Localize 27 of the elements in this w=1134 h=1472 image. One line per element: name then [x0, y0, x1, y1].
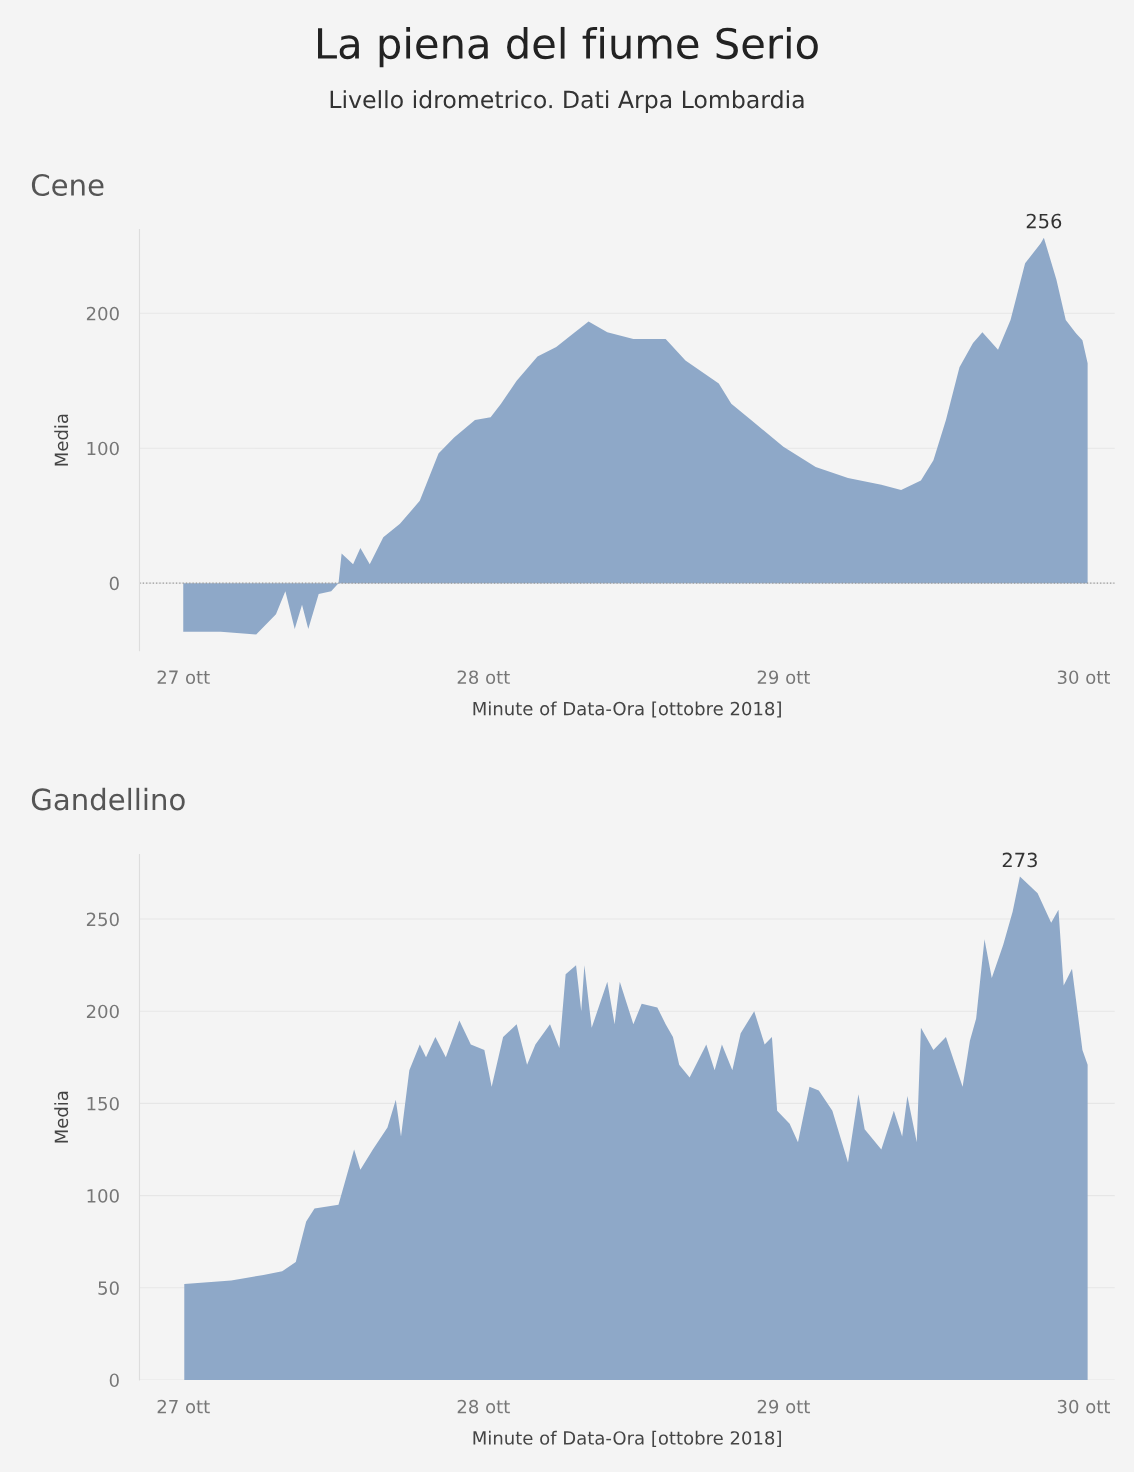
x-tick-label: 29 ott — [757, 1399, 810, 1414]
y-axis-title: Media — [54, 414, 69, 466]
x-tick-label: 30 ott — [1057, 1399, 1110, 1414]
x-tick-label: 30 ott — [1057, 670, 1110, 685]
x-tick-label: 29 ott — [757, 670, 810, 685]
y-tick-label: 150 — [87, 1096, 119, 1111]
text: La piena del fiume Serio — [318, 26, 818, 68]
x-axis-title: Minute of Data-Ora [ottobre 2018] — [473, 701, 781, 718]
x-tick-label: 28 ott — [457, 670, 510, 685]
text: Livello idrometrico. Dati Arpa Lombardia — [330, 90, 804, 113]
y-tick-label: 50 — [98, 1281, 119, 1295]
chart-title: Cene — [31, 173, 104, 196]
y-tick-label: 200 — [86, 1004, 119, 1019]
y-tick-label: 200 — [86, 306, 119, 321]
x-tick-label: 27 ott — [157, 670, 210, 685]
annotation: 273 — [1002, 852, 1037, 868]
y-tick-label: 100 — [87, 441, 119, 456]
annotation: 256 — [1026, 213, 1062, 229]
y-tick-label: 250 — [86, 912, 119, 927]
y-tick-label: 100 — [87, 1189, 119, 1203]
y-tick-label: 0 — [109, 576, 119, 591]
y-tick-label: 0 — [109, 1373, 119, 1388]
chart-title: Gandellino — [31, 787, 185, 811]
y-axis-title: Media — [54, 1091, 69, 1143]
x-axis-title: Minute of Data-Ora [ottobre 2018] — [473, 1430, 781, 1447]
x-tick-label: 27 ott — [157, 1399, 210, 1414]
x-tick-label: 28 ott — [457, 1399, 510, 1414]
